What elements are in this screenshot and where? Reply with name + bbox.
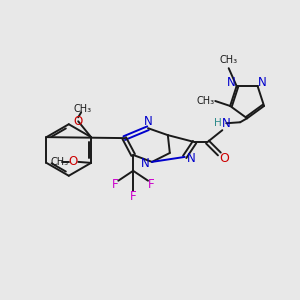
Text: CH₃: CH₃	[50, 157, 68, 167]
Text: N: N	[141, 158, 149, 170]
Text: O: O	[69, 155, 78, 168]
Text: N: N	[222, 117, 231, 130]
Text: N: N	[144, 115, 152, 128]
Text: N: N	[187, 152, 196, 165]
Text: O: O	[219, 152, 229, 165]
Text: CH₃: CH₃	[73, 104, 91, 114]
Text: H: H	[214, 118, 222, 128]
Text: CH₃: CH₃	[220, 55, 238, 65]
Text: F: F	[148, 178, 154, 191]
Text: F: F	[130, 190, 136, 203]
Text: CH₃: CH₃	[196, 96, 214, 106]
Text: N: N	[258, 76, 267, 88]
Text: O: O	[74, 115, 83, 128]
Text: N: N	[227, 76, 236, 88]
Text: F: F	[112, 178, 119, 191]
